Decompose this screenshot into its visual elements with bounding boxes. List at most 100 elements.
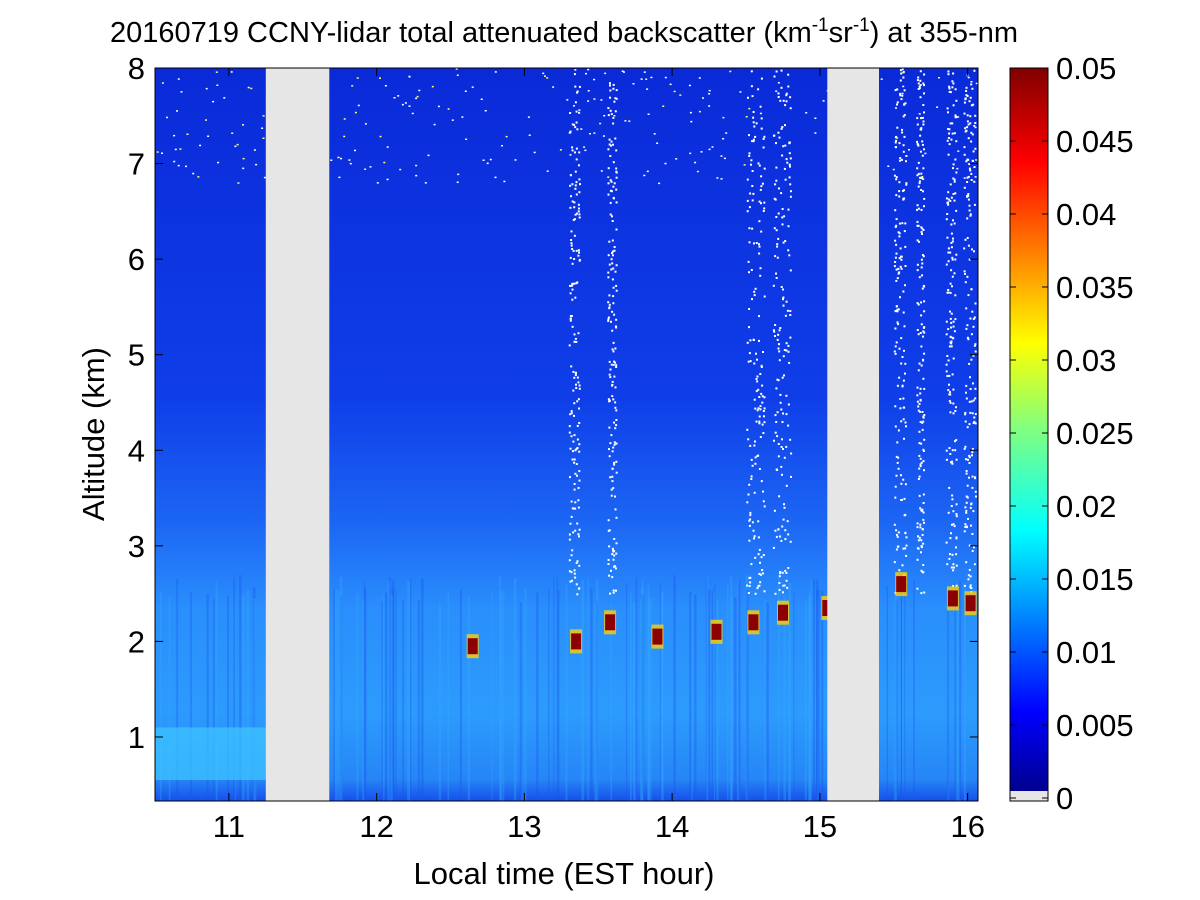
noise-dot: [948, 128, 951, 131]
signal-streak: [900, 589, 902, 801]
noise-dot: [949, 401, 952, 404]
noise-dot: [895, 279, 898, 282]
noise-dot: [761, 395, 764, 398]
signal-streak: [536, 592, 539, 801]
noise-dot: [578, 111, 581, 114]
noise-dot: [945, 320, 948, 323]
noise-dot: [753, 242, 755, 245]
noise-dot: [786, 586, 789, 589]
noise-dot: [354, 149, 356, 152]
noise-dot: [559, 149, 562, 151]
noise-dot: [747, 96, 749, 99]
noise-dot: [965, 391, 967, 394]
noise-dot: [571, 200, 574, 203]
noise-dot: [948, 85, 951, 88]
noise-dot: [970, 524, 972, 527]
y-tick-label: 1: [128, 720, 145, 755]
noise-dot: [609, 155, 612, 157]
noise-dot: [759, 408, 762, 411]
noise-dot: [784, 104, 787, 107]
noise-dot: [574, 472, 577, 475]
noise-dot: [775, 90, 778, 92]
noise-dot: [905, 160, 907, 163]
noise-dot: [615, 97, 618, 100]
noise-dot: [576, 474, 578, 477]
noise-dot: [577, 506, 580, 509]
noise-dot: [903, 230, 906, 233]
noise-dot: [776, 378, 779, 381]
noise-dot: [782, 591, 784, 594]
signal-streak: [362, 599, 365, 801]
noise-dot: [922, 450, 925, 452]
noise-dot: [955, 209, 958, 212]
noise-dot: [773, 134, 775, 137]
noise-dot: [609, 82, 611, 85]
noise-dot: [923, 73, 926, 76]
noise-dot: [763, 201, 766, 204]
noise-dot: [573, 572, 576, 575]
signal-streak: [363, 582, 366, 801]
noise-dot: [778, 589, 781, 591]
noise-dot: [953, 222, 956, 225]
noise-dot: [186, 133, 189, 135]
noise-dot: [786, 309, 789, 312]
noise-dot: [570, 412, 573, 415]
noise-dot: [898, 190, 901, 193]
noise-dot: [399, 168, 402, 171]
noise-dot: [949, 553, 951, 556]
noise-dot: [615, 424, 618, 427]
noise-dot: [974, 122, 977, 124]
signal-streak: [900, 585, 902, 801]
noise-dot: [571, 123, 574, 126]
noise-dot: [752, 116, 755, 119]
noise-dot: [608, 373, 611, 376]
noise-dot: [783, 374, 785, 377]
noise-dot: [921, 140, 924, 143]
noise-dot: [917, 303, 920, 306]
noise-dot: [609, 592, 612, 595]
noise-dot: [784, 144, 787, 147]
signal-streak: [886, 585, 888, 801]
noise-dot: [963, 270, 966, 273]
noise-dot: [788, 163, 791, 166]
noise-dot: [614, 361, 617, 364]
signal-streak: [738, 579, 741, 801]
noise-dot: [574, 184, 577, 187]
noise-dot: [966, 275, 969, 278]
noise-dot: [901, 384, 904, 387]
noise-dot: [922, 82, 925, 85]
noise-dot: [751, 199, 754, 202]
noise-dot: [569, 284, 571, 287]
noise-dot: [948, 90, 951, 93]
noise-dot: [613, 313, 616, 316]
noise-dot: [963, 153, 966, 156]
noise-dot: [760, 202, 762, 205]
noise-dot: [576, 447, 579, 449]
noise-dot: [231, 132, 234, 134]
noise-dot: [946, 291, 949, 294]
noise-dot: [919, 399, 922, 402]
noise-dot: [965, 511, 968, 514]
noise-dot: [572, 450, 574, 453]
noise-dot: [773, 509, 776, 512]
noise-dot: [752, 121, 755, 124]
noise-dot: [918, 85, 921, 88]
noise-dot: [952, 219, 954, 222]
noise-dot: [918, 87, 921, 90]
noise-dot: [760, 185, 763, 188]
noise-dot: [917, 172, 920, 175]
noise-dot: [615, 228, 618, 231]
noise-dot: [480, 98, 483, 100]
signal-streak: [894, 597, 897, 801]
noise-dot: [486, 162, 489, 165]
noise-dot: [923, 111, 925, 114]
noise-dot: [955, 537, 958, 540]
noise-dot: [758, 572, 761, 575]
signal-streak: [338, 590, 340, 801]
noise-dot: [965, 384, 968, 387]
noise-dot: [578, 535, 580, 538]
signal-streak: [234, 599, 236, 801]
noise-dot: [969, 96, 972, 99]
noise-dot: [970, 172, 973, 175]
noise-dot: [578, 443, 581, 446]
